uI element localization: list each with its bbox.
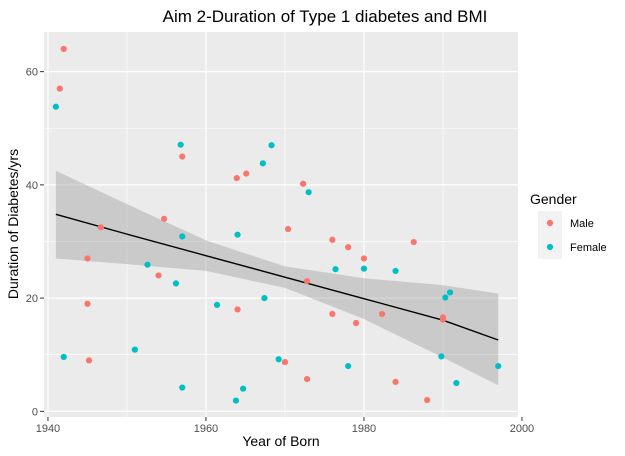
data-point-female: [268, 142, 275, 149]
data-point-female: [438, 353, 445, 360]
data-point-female: [453, 379, 460, 387]
legend-label-female: Female: [570, 242, 607, 254]
data-point-female: [234, 231, 241, 238]
data-point-female: [392, 267, 399, 275]
legend-marker-female: [546, 243, 554, 251]
data-point-male: [233, 174, 240, 182]
data-point-female: [60, 353, 67, 361]
y-axis-label: Duration of Diabetes/yrs: [5, 149, 21, 299]
data-point-female: [239, 385, 247, 392]
legend-items: Male Female: [538, 211, 607, 259]
data-point-male: [379, 310, 386, 318]
data-point-male: [155, 272, 162, 279]
x-axis-label: Year of Born: [242, 433, 319, 449]
data-point-male: [84, 300, 91, 307]
data-point-male: [329, 236, 336, 243]
data-point-male: [60, 45, 67, 53]
data-point-male: [285, 225, 292, 233]
data-point-female: [345, 362, 352, 370]
data-point-female: [52, 103, 59, 110]
x-tick-label: 1960: [194, 423, 218, 435]
data-point-male: [329, 310, 336, 318]
x-tick-label: 1940: [36, 423, 60, 435]
data-point-male: [281, 358, 289, 366]
data-point-female: [332, 266, 339, 273]
legend: Gender Male Female: [530, 191, 607, 259]
legend-label-male: Male: [570, 218, 594, 230]
confidence-band: [55, 170, 499, 386]
chart-title: Aim 2-Duration of Type 1 diabetes and BM…: [163, 7, 488, 26]
data-point-female: [446, 289, 454, 296]
data-point-female: [179, 384, 186, 391]
data-points: [52, 45, 502, 404]
x-tick-label: 2000: [510, 423, 534, 435]
data-point-male: [234, 306, 241, 313]
data-point-female: [259, 160, 266, 167]
y-tick-label: 20: [26, 293, 38, 305]
data-point-male: [179, 153, 186, 160]
data-point-female: [360, 265, 368, 272]
data-point-male: [160, 215, 168, 222]
data-point-female: [305, 189, 312, 196]
data-point-male: [300, 180, 307, 187]
data-point-male: [243, 170, 250, 177]
data-point-male: [84, 255, 91, 262]
data-point-female: [179, 233, 186, 240]
data-point-male: [360, 255, 368, 262]
y-tick-label: 0: [32, 406, 38, 418]
data-point-female: [144, 261, 151, 268]
legend-marker-male: [546, 219, 554, 227]
data-point-female: [131, 346, 138, 353]
data-point-male: [439, 316, 447, 323]
y-axis: 0 20 40 60: [26, 67, 44, 418]
data-point-male: [392, 378, 399, 385]
y-tick-label: 40: [26, 180, 38, 192]
data-point-female: [232, 397, 240, 404]
data-point-male: [352, 319, 360, 327]
data-point-male: [345, 244, 352, 251]
grid-major: [44, 32, 523, 417]
data-point-male: [303, 375, 311, 383]
data-point-male: [303, 278, 311, 285]
plot-panel: [44, 32, 518, 417]
data-point-female: [442, 294, 449, 301]
data-point-female: [261, 295, 268, 302]
data-point-female: [177, 141, 184, 148]
y-tick-label: 60: [26, 67, 38, 79]
data-point-male: [424, 396, 431, 404]
confidence-band-area: [55, 170, 499, 386]
data-point-male: [410, 238, 417, 246]
data-point-female: [275, 356, 282, 363]
data-point-female: [213, 301, 221, 308]
x-axis: 1940 1960 1980 2000: [36, 417, 534, 435]
legend-title: Gender: [530, 191, 577, 207]
data-point-female: [172, 280, 180, 287]
data-point-female: [495, 362, 502, 370]
data-point-male: [97, 224, 104, 231]
grid-minor: [44, 32, 518, 417]
data-point-male: [56, 85, 63, 92]
x-tick-label: 1980: [352, 423, 376, 435]
data-point-male: [85, 357, 93, 364]
